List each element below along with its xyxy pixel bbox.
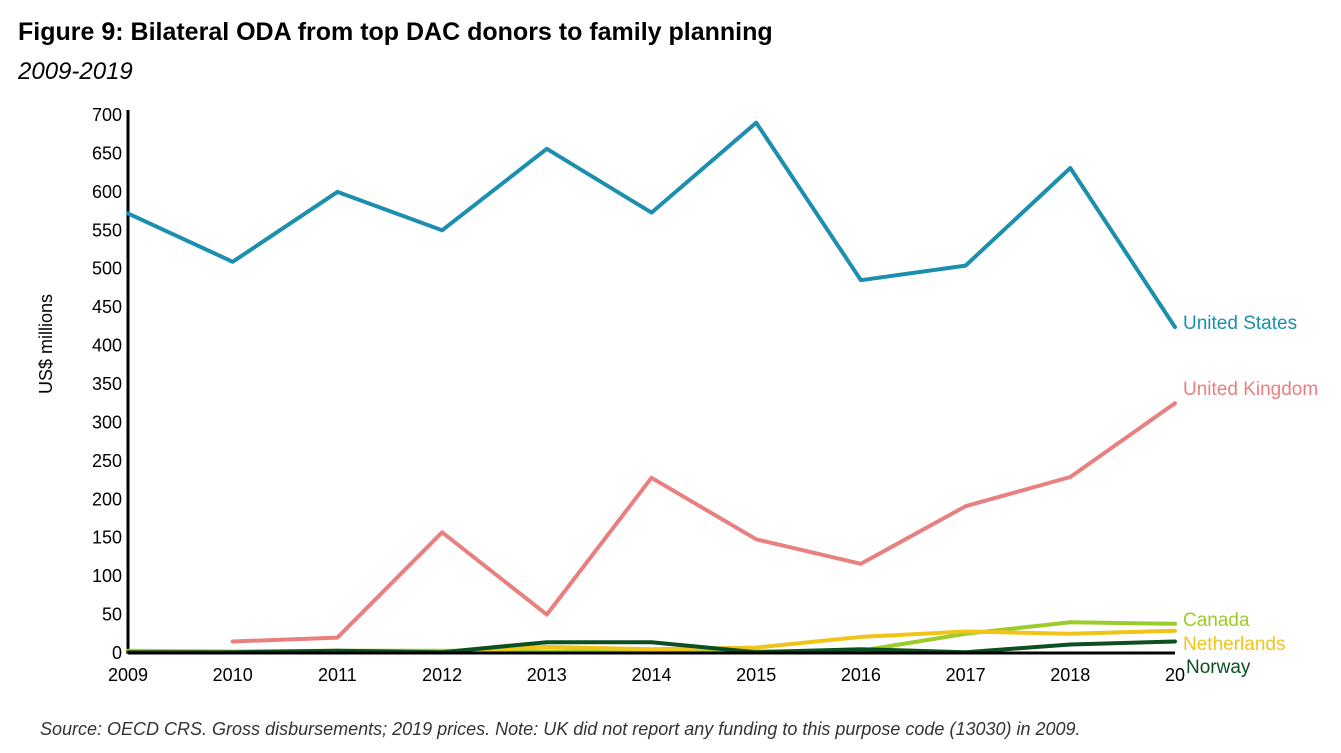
series-line-united-states xyxy=(126,120,1177,330)
chart-title: Figure 9: Bilateral ODA from top DAC don… xyxy=(18,18,773,46)
x-tick-label: 2011 xyxy=(318,665,357,685)
x-tick-label: 2018 xyxy=(1050,665,1090,685)
series-label-netherlands: Netherlands xyxy=(1183,634,1285,655)
series-line-norway xyxy=(126,639,1177,655)
series-label-united-kingdom: United Kingdom xyxy=(1183,379,1318,400)
y-tick-label: 700 xyxy=(92,105,122,125)
y-tick-label: 300 xyxy=(92,412,122,432)
series-label-canada: Canada xyxy=(1183,610,1250,631)
y-tick-label: 600 xyxy=(92,182,122,202)
x-tick-label: 2013 xyxy=(527,665,567,685)
y-tick-label: 250 xyxy=(92,451,122,471)
x-tick-label: 2015 xyxy=(736,665,776,685)
x-tick-label: 2010 xyxy=(213,665,253,685)
y-tick-label: 200 xyxy=(92,489,122,509)
x-tick-label: 2016 xyxy=(841,665,881,685)
y-tick-label: 0 xyxy=(112,643,122,663)
series-label-united-states: United States xyxy=(1183,313,1297,334)
y-tick-label: 500 xyxy=(92,259,122,279)
y-axis-label: US$ millions xyxy=(36,294,56,394)
y-tick-label: 650 xyxy=(92,143,122,163)
y-tick-label: 50 xyxy=(102,605,122,625)
source-note: Source: OECD CRS. Gross disbursements; 2… xyxy=(40,719,1081,739)
x-tick-label: 2017 xyxy=(946,665,986,685)
y-tick-label: 450 xyxy=(92,297,122,317)
series-label-norway: Norway xyxy=(1186,657,1251,678)
x-tick-label: 2014 xyxy=(631,665,671,685)
x-tick-label: 20 xyxy=(1165,665,1185,685)
y-tick-label: 150 xyxy=(92,528,122,548)
series-line-united-kingdom xyxy=(230,401,1177,644)
chart-subtitle: 2009-2019 xyxy=(18,58,133,85)
y-tick-label: 350 xyxy=(92,374,122,394)
y-tick-label: 400 xyxy=(92,336,122,356)
y-tick-label: 550 xyxy=(92,220,122,240)
y-tick-label: 100 xyxy=(92,566,122,586)
x-tick-label: 2012 xyxy=(422,665,462,685)
x-tick-label: 2009 xyxy=(108,665,148,685)
